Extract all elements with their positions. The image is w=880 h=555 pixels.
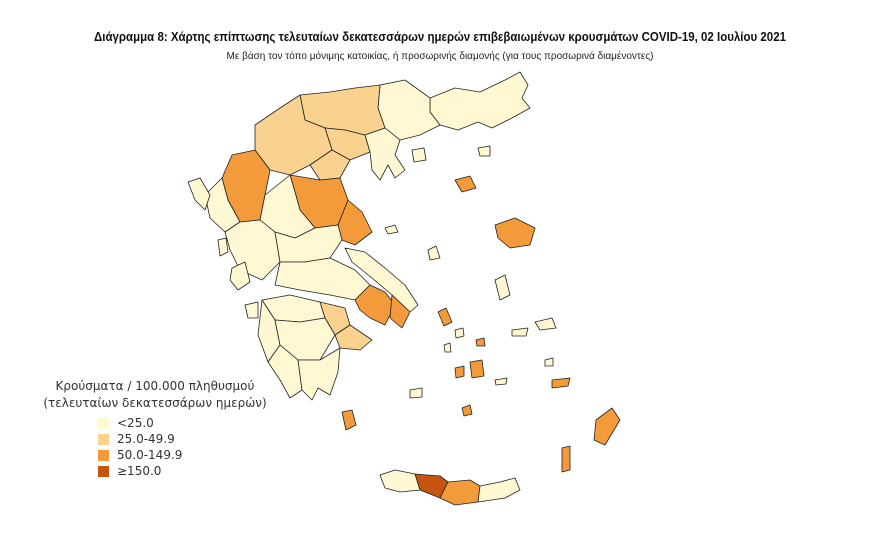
legend-label: 25.0-49.9: [117, 432, 175, 446]
island-kalymnos: [544, 357, 554, 367]
region-pieria: [309, 149, 351, 181]
island-andros: [437, 307, 453, 327]
legend-label: <25.0: [117, 416, 154, 430]
island-zakynthos: [244, 301, 259, 319]
island-paros: [454, 365, 465, 379]
legend-item: 50.0-149.9: [98, 447, 280, 463]
region-chalkidiki: [364, 127, 406, 181]
legend-swatch: [98, 433, 109, 445]
island-sporades: [384, 224, 399, 235]
island-corfu: [187, 177, 211, 211]
island-kos: [551, 377, 571, 389]
island-kythira: [341, 409, 357, 431]
region-lasithi: [477, 477, 521, 503]
legend-title-line1: Κρούσματα / 100.000 πληθυσμού: [55, 379, 255, 393]
island-samothraki: [477, 145, 491, 157]
island-mykonos: [475, 337, 486, 347]
island-tinos: [454, 327, 465, 339]
island-kefalonia: [229, 261, 251, 291]
island-karpathos: [561, 445, 571, 473]
map-subtitle: Με βάση τον τόπο μόνιμης κατοικίας, ή πρ…: [226, 51, 654, 62]
island-syros: [443, 342, 452, 353]
legend-item: ≥150.0: [98, 463, 280, 479]
legend-label: 50.0-149.9: [117, 448, 183, 462]
island-ikaria: [511, 327, 529, 337]
legend-label: ≥150.0: [117, 464, 162, 478]
island-rhodes: [593, 407, 621, 446]
region-thrace: [429, 71, 531, 131]
island-limnos: [454, 175, 477, 193]
region-lakonia: [297, 347, 341, 401]
legend-swatch: [98, 465, 109, 477]
region-evia-south: [389, 294, 411, 329]
island-lesvos: [494, 217, 536, 249]
island-skyros: [427, 245, 441, 261]
region-chania: [379, 469, 421, 493]
region-evia: [344, 247, 419, 313]
island-amorgos: [494, 377, 508, 386]
map-title: Διάγραμμα 8: Χάρτης επίπτωσης τελευταίων…: [93, 30, 787, 44]
legend-item: 25.0-49.9: [98, 431, 280, 447]
legend-swatch: [98, 449, 109, 461]
island-lefkada: [217, 237, 229, 257]
island-milos: [409, 387, 423, 399]
island-thasos: [411, 147, 427, 163]
legend-swatch: [98, 417, 109, 429]
island-samos: [534, 317, 557, 331]
region-argolida: [334, 324, 373, 351]
map-legend: Κρούσματα / 100.000 πληθυσμού (τελευταίω…: [30, 378, 280, 479]
island-santorini: [461, 404, 473, 417]
island-chios: [494, 274, 511, 301]
legend-title-line2: (τελευταίων δεκατεσσάρων ημερών): [43, 396, 267, 410]
legend-item: <25.0: [98, 415, 280, 431]
island-naxos: [469, 359, 485, 379]
